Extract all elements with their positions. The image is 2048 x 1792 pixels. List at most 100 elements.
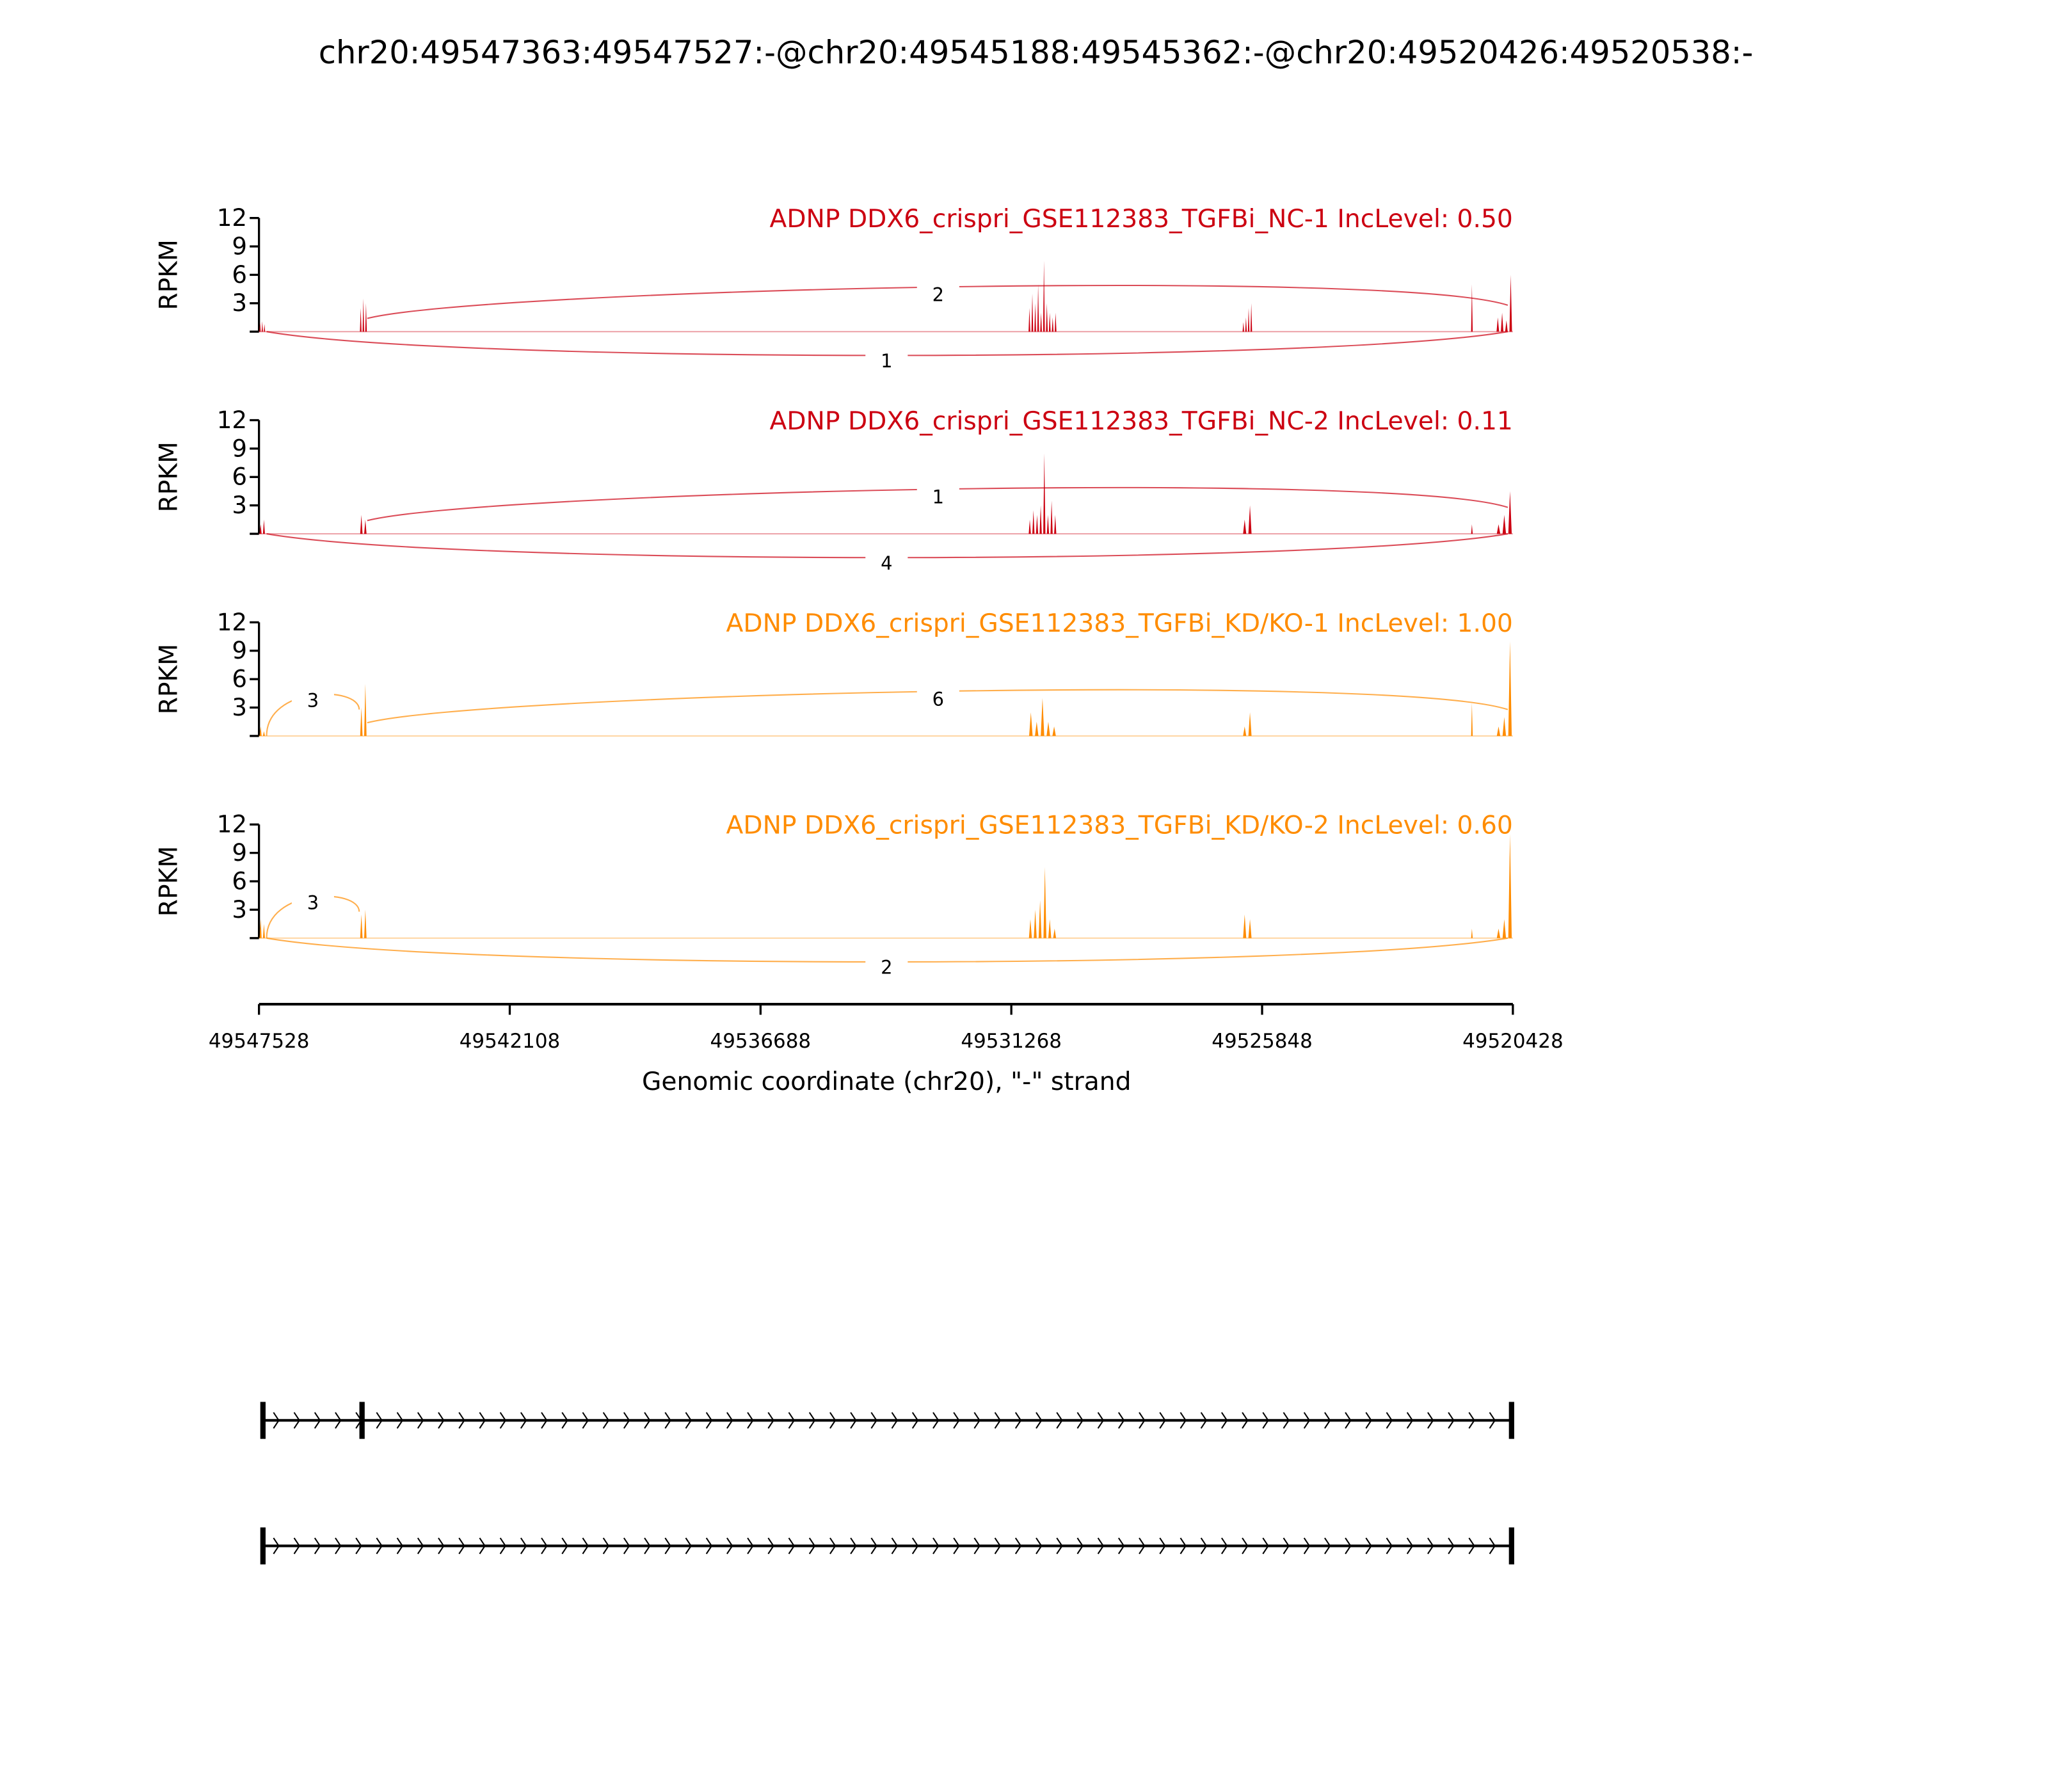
strand-arrow-icon	[520, 1412, 527, 1429]
strand-arrow-icon	[541, 1537, 548, 1555]
strand-arrow-icon	[438, 1412, 445, 1429]
panel-title: ADNP DDX6_crispri_GSE112383_TGFBi_NC-1 I…	[770, 205, 1513, 234]
strand-arrow-icon	[355, 1537, 362, 1555]
strand-arrow-icon	[1097, 1412, 1105, 1429]
exon-block	[1508, 1402, 1514, 1439]
strand-arrow-icon	[1448, 1537, 1455, 1555]
junction-count-label: 1	[932, 486, 944, 508]
strand-arrow-icon	[623, 1537, 630, 1555]
y-axis-label: RPKM	[155, 239, 184, 310]
strand-arrow-icon	[376, 1412, 383, 1429]
coverage-peak	[259, 919, 266, 938]
strand-arrow-icon	[458, 1537, 465, 1555]
strand-arrow-icon	[582, 1537, 589, 1555]
strand-arrow-icon	[788, 1412, 796, 1429]
strand-arrow-icon	[891, 1537, 899, 1555]
coverage-peak	[1028, 698, 1057, 736]
strand-arrow-icon	[767, 1412, 774, 1429]
strand-arrow-icon	[1180, 1537, 1187, 1555]
strand-arrow-icon	[911, 1412, 919, 1429]
coverage-peak	[1495, 641, 1513, 736]
strand-arrow-icon	[1262, 1412, 1269, 1429]
junction-label-bg	[865, 955, 908, 979]
y-tick-label: 3	[232, 492, 247, 519]
coverage-peak	[1242, 505, 1253, 534]
strand-arrow-icon	[1076, 1537, 1084, 1555]
coverage-peak	[1495, 834, 1513, 938]
strand-arrow-icon	[644, 1537, 651, 1555]
strand-arrow-icon	[1489, 1537, 1496, 1555]
y-axis-label: RPKM	[155, 442, 184, 512]
panel-title: ADNP DDX6_crispri_GSE112383_TGFBi_KD/KO-…	[726, 609, 1513, 638]
strand-arrow-icon	[1386, 1537, 1393, 1555]
strand-arrow-icon	[1448, 1412, 1455, 1429]
strand-arrow-icon	[417, 1537, 424, 1555]
strand-arrow-icon	[767, 1537, 774, 1555]
strand-arrow-icon	[973, 1537, 980, 1555]
strand-arrow-icon	[417, 1412, 424, 1429]
strand-arrow-icon	[1200, 1412, 1208, 1429]
x-axis-label: Genomic coordinate (chr20), "-" strand	[642, 1068, 1132, 1096]
strand-arrow-icon	[747, 1537, 754, 1555]
strand-arrow-icon	[788, 1537, 796, 1555]
strand-arrow-icon	[602, 1412, 610, 1429]
strand-arrow-icon	[705, 1412, 713, 1429]
strand-arrow-icon	[1014, 1412, 1022, 1429]
coverage-peak	[259, 726, 266, 736]
strand-arrow-icon	[685, 1537, 692, 1555]
junction-count-label: 4	[881, 552, 892, 574]
strand-arrow-icon	[602, 1537, 610, 1555]
strand-arrow-icon	[1159, 1412, 1166, 1429]
strand-arrow-icon	[1427, 1537, 1434, 1555]
coverage-peak	[1470, 929, 1473, 938]
strand-arrow-icon	[1468, 1537, 1475, 1555]
junction-count-label: 2	[932, 284, 944, 306]
strand-arrow-icon	[1468, 1412, 1475, 1429]
strand-arrow-icon	[396, 1412, 404, 1429]
coverage-peak	[1028, 453, 1057, 534]
y-axis-label: RPKM	[155, 846, 184, 916]
strand-arrow-icon	[396, 1537, 404, 1555]
strand-arrow-icon	[829, 1412, 836, 1429]
x-tick-label: 49536688	[710, 1030, 812, 1053]
coverage-peak	[359, 515, 367, 534]
junction-count-label: 3	[307, 892, 319, 913]
strand-arrow-icon	[891, 1412, 899, 1429]
strand-arrow-icon	[1345, 1537, 1352, 1555]
strand-arrow-icon	[1097, 1537, 1105, 1555]
strand-arrow-icon	[973, 1412, 980, 1429]
gene-model	[260, 1527, 1514, 1565]
junction-count-label: 3	[307, 690, 319, 712]
panel-title: ADNP DDX6_crispri_GSE112383_TGFBi_KD/KO-…	[726, 812, 1513, 840]
strand-arrow-icon	[561, 1537, 568, 1555]
junction-label-bg	[291, 688, 334, 712]
y-tick-label: 12	[217, 811, 247, 838]
strand-arrow-icon	[1324, 1537, 1331, 1555]
junction-label-bg	[865, 550, 908, 575]
strand-arrow-icon	[850, 1412, 857, 1429]
strand-arrow-icon	[499, 1412, 507, 1429]
strand-arrow-icon	[726, 1412, 733, 1429]
strand-arrow-icon	[808, 1537, 816, 1555]
strand-arrow-icon	[1036, 1412, 1043, 1429]
strand-arrow-icon	[932, 1412, 940, 1429]
strand-arrow-icon	[293, 1412, 301, 1429]
strand-arrow-icon	[335, 1412, 342, 1429]
coverage-peak	[1242, 914, 1253, 938]
gene-models	[260, 1402, 1514, 1565]
y-tick-label: 9	[232, 637, 247, 664]
gene-model	[260, 1402, 1514, 1439]
y-tick-label: 3	[232, 289, 247, 317]
coverage-peak	[1242, 303, 1253, 332]
y-tick-label: 9	[232, 435, 247, 462]
chart-title: chr20:49547363:49547527:-@chr20:49545188…	[319, 34, 1754, 71]
x-tick-label: 49520428	[1462, 1030, 1564, 1053]
y-tick-label: 6	[232, 261, 247, 289]
strand-arrow-icon	[499, 1537, 507, 1555]
strand-arrow-icon	[273, 1537, 280, 1555]
